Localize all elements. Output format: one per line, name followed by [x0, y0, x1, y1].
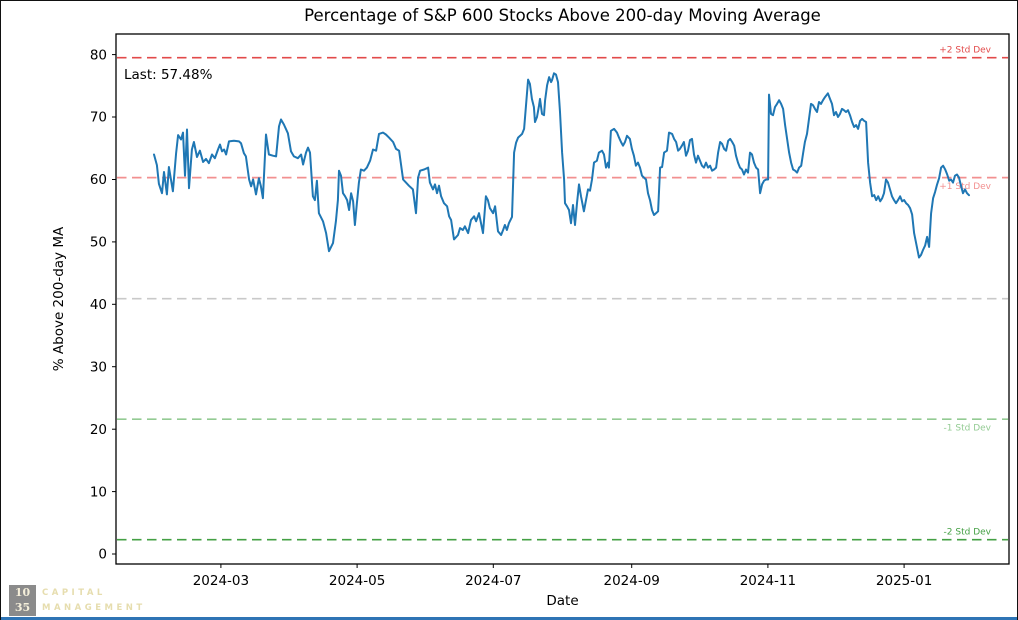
ref-line-label: -1 Std Dev: [944, 424, 992, 434]
y-tick-label: 60: [90, 172, 107, 188]
x-tick-label: 2025-01: [876, 573, 932, 589]
plot-frame: [115, 33, 1010, 565]
logo-badge-line2: 35: [14, 601, 31, 614]
series-line: [153, 72, 970, 259]
footer-accent-bar: [1, 617, 1017, 620]
logo-name-line1: CAPITAL: [42, 587, 106, 598]
x-tick-label: 2024-11: [740, 573, 796, 589]
logo-name-line2: MANAGEMENT: [42, 602, 146, 613]
ref-line-label: +2 Std Dev: [939, 46, 991, 56]
y-tick-label: 20: [90, 422, 107, 438]
last-value-annotation: Last: 57.48%: [124, 67, 213, 83]
logo-name: CAPITAL MANAGEMENT: [42, 586, 146, 616]
x-tick-label: 2024-03: [193, 573, 249, 589]
logo: 10 35 CAPITAL MANAGEMENT: [9, 585, 146, 616]
ref-line-label: +1 Std Dev: [939, 182, 991, 192]
y-axis-label: % Above 200-day MA: [51, 226, 67, 372]
y-tick-label: 80: [90, 47, 107, 63]
y-tick-label: 10: [90, 484, 107, 500]
x-axis-label: Date: [546, 593, 579, 609]
y-tick-label: 70: [90, 110, 107, 126]
y-tick-label: 40: [90, 297, 107, 313]
chart-title: Percentage of S&P 600 Stocks Above 200-d…: [304, 6, 821, 25]
x-tick-label: 2024-07: [465, 573, 521, 589]
y-tick-label: 30: [90, 359, 107, 375]
x-tick-label: 2024-05: [329, 573, 385, 589]
logo-badge-line1: 10: [14, 586, 31, 599]
y-tick-label: 0: [98, 547, 107, 563]
y-tick-label: 50: [90, 235, 107, 251]
x-tick-label: 2024-09: [603, 573, 659, 589]
logo-badge: 10 35: [9, 585, 36, 616]
ref-line-label: -2 Std Dev: [944, 528, 992, 538]
